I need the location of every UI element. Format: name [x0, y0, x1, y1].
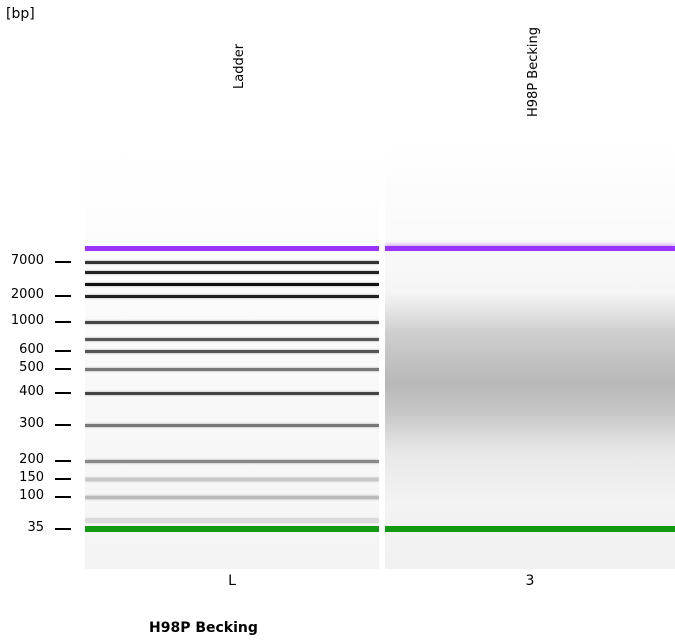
- axis-tick: [55, 295, 71, 297]
- lower-marker-band: [385, 526, 675, 532]
- ladder-band: [85, 459, 379, 463]
- axis-tick-label: 1000: [10, 313, 44, 328]
- upper-marker-band: [385, 245, 675, 251]
- axis-tick: [55, 424, 71, 426]
- axis-tick-label: 500: [19, 360, 44, 375]
- ladder-band: [85, 294, 379, 298]
- ladder-band: [85, 320, 379, 324]
- ladder-band: [85, 423, 379, 427]
- ladder-band: [85, 518, 379, 522]
- ladder-band: [85, 337, 379, 341]
- axis-tick-label: 2000: [10, 287, 44, 302]
- lane-title-ladder: Ladder: [232, 43, 247, 89]
- ladder-band: [85, 477, 379, 481]
- axis-tick: [55, 368, 71, 370]
- axis-tick: [55, 261, 71, 263]
- lane-id-sample: 3: [525, 573, 535, 589]
- ladder-band: [85, 367, 379, 371]
- axis-tick: [55, 392, 71, 394]
- lane-title-sample: H98P Becking: [526, 27, 541, 117]
- axis-tick-label: 150: [19, 470, 44, 485]
- axis-tick: [55, 478, 71, 480]
- gel-lane-sample: [385, 142, 675, 569]
- axis-tick-label: 200: [19, 452, 44, 467]
- axis-tick: [55, 321, 71, 323]
- ladder-band: [85, 270, 379, 274]
- axis-tick: [55, 496, 71, 498]
- ladder-band: [85, 260, 379, 264]
- axis-tick: [55, 350, 71, 352]
- ladder-band: [85, 349, 379, 353]
- ladder-band: [85, 495, 379, 499]
- axis-tick-label: 100: [19, 488, 44, 503]
- axis-tick: [55, 528, 71, 530]
- axis-tick-label: 35: [27, 520, 44, 535]
- lower-marker-band: [85, 526, 379, 532]
- unit-label: [bp]: [6, 6, 35, 22]
- axis-tick: [55, 460, 71, 462]
- sample-name: H98P Becking: [149, 620, 258, 636]
- axis-tick-label: 300: [19, 416, 44, 431]
- upper-marker-band: [85, 245, 379, 251]
- axis-tick-label: 7000: [10, 253, 44, 268]
- axis-tick-label: 400: [19, 384, 44, 399]
- ladder-band: [85, 282, 379, 286]
- gel-lane-ladder: [85, 142, 379, 569]
- axis-tick-label: 600: [19, 342, 44, 357]
- lane-id-ladder: L: [228, 573, 236, 589]
- ladder-band: [85, 391, 379, 395]
